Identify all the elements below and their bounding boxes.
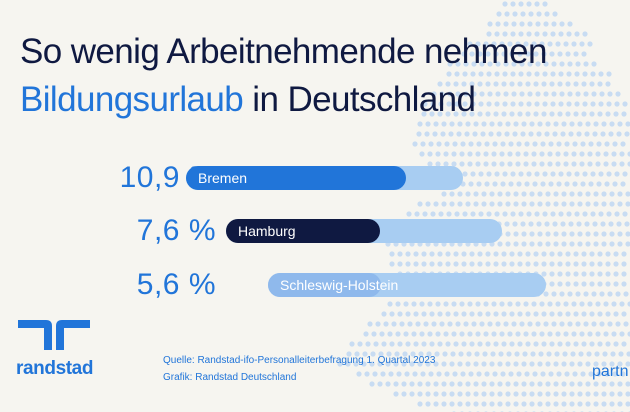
title-accent: Bildungsurlaub xyxy=(20,80,244,119)
chart-title: So wenig Arbeitnehmende nehmen Bildungsu… xyxy=(20,28,547,124)
partner-text-fragment: partn xyxy=(592,363,629,380)
value-label-hamburg: 7,6 % xyxy=(136,214,216,247)
brand-name: randstad xyxy=(16,358,94,379)
bar-hamburg: Hamburg xyxy=(226,219,380,243)
graphic-credit: Grafik: Randstad Deutschland xyxy=(163,372,297,383)
bar-schleswig-holstein: Schleswig-Holstein xyxy=(268,273,398,297)
bar-row-hamburg: 7,6 % Hamburg xyxy=(0,214,630,247)
bar-row-schleswig-holstein: 5,6 % Schleswig-Holstein xyxy=(0,268,630,301)
randstad-logo-icon xyxy=(18,320,90,350)
bar-bremen: Bremen xyxy=(186,166,406,190)
value-label-schleswig-holstein: 5,6 % xyxy=(136,268,216,301)
bar-row-bremen: 10,9 % Bremen xyxy=(0,161,630,194)
title-line-2-rest: in Deutschland xyxy=(243,80,476,119)
source-note: Quelle: Randstad-ifo-Personalleiterbefra… xyxy=(163,352,435,386)
title-line-1: So wenig Arbeitnehmende nehmen xyxy=(20,32,547,71)
source-text: Quelle: Randstad-ifo-Personalleiterbefra… xyxy=(163,355,436,366)
